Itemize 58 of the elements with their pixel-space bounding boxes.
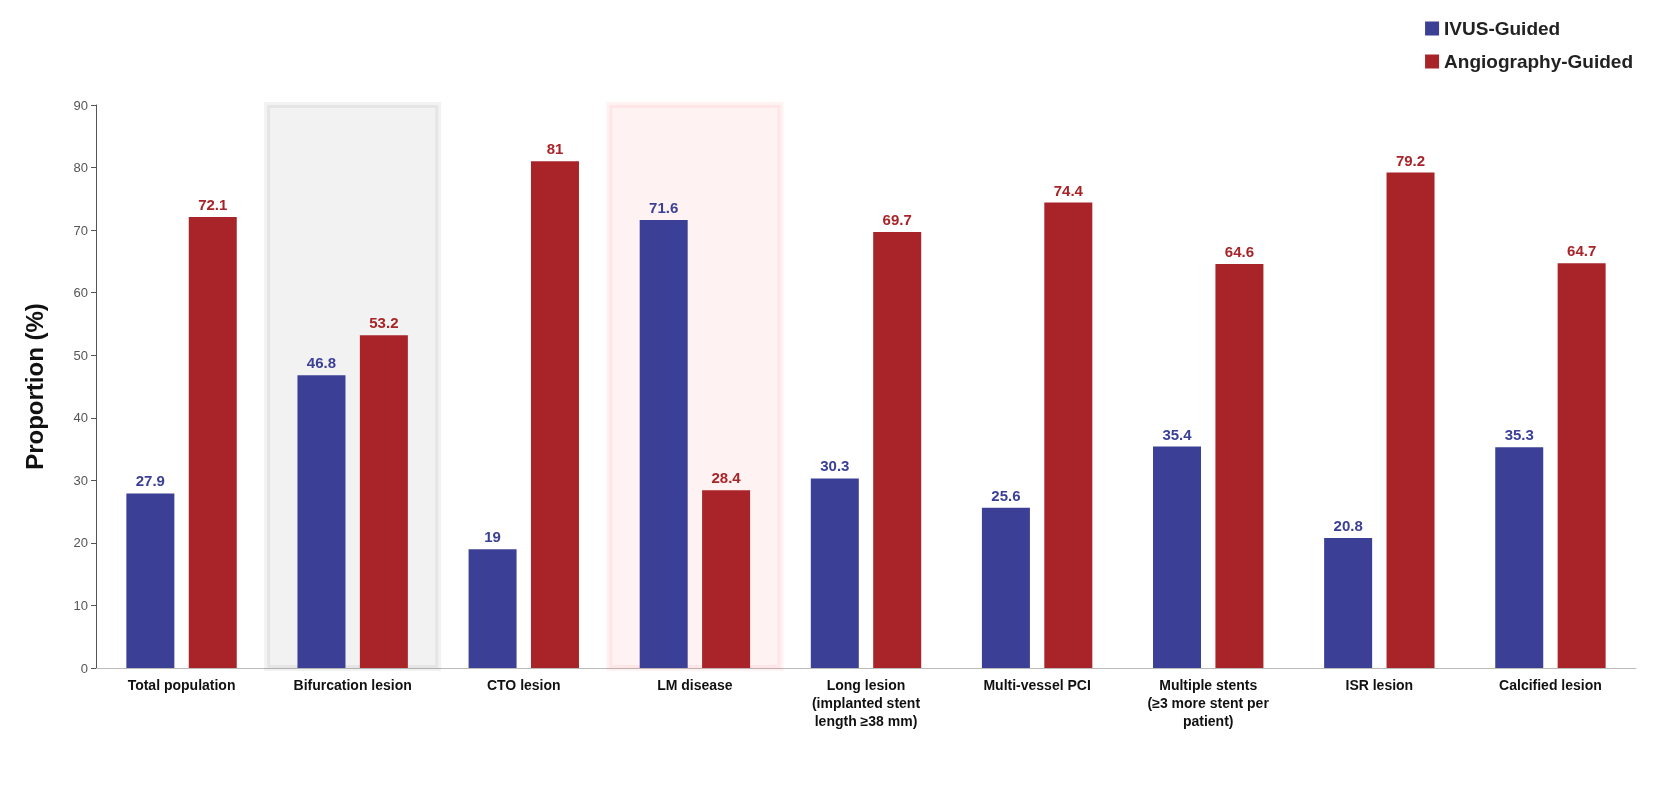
data-label: 25.6 (991, 486, 1021, 504)
data-label: 81 (546, 140, 564, 158)
data-label: 72.1 (198, 195, 228, 213)
bar (530, 161, 579, 668)
y-tick-label: 60 (73, 285, 88, 301)
x-tick-label: CTO lesion (486, 677, 561, 693)
data-label: 53.2 (369, 314, 399, 332)
x-tick-label: Bifurcation lesion (293, 677, 412, 693)
bar (810, 478, 859, 668)
data-label: 35.3 (1504, 426, 1534, 444)
y-tick-label: 20 (73, 535, 88, 551)
data-label: 27.9 (135, 472, 165, 490)
data-label: 64.6 (1224, 242, 1255, 260)
legend-label: IVUS-Guided (1444, 18, 1561, 39)
y-tick-label: 70 (73, 222, 88, 238)
y-tick-label: 90 (73, 97, 88, 113)
bar (1153, 446, 1202, 668)
y-tick-label: 0 (80, 660, 88, 676)
data-label: 69.7 (882, 210, 912, 228)
data-label: 79.2 (1395, 151, 1426, 169)
y-axis-title: Proportion (%) (20, 303, 48, 470)
data-label: 19 (484, 528, 501, 546)
bar (873, 231, 922, 668)
x-tick-label: Calcified lesion (1499, 677, 1602, 693)
x-tick-label: Multi-vessel PCI (983, 677, 1091, 693)
data-label: 35.4 (1162, 425, 1193, 443)
x-tick-label: Multiple stents (≥3 more stent per patient) (1147, 677, 1270, 729)
x-tick-label: Total population (127, 677, 236, 693)
y-tick-label: 40 (73, 410, 88, 426)
y-tick-label: 50 (73, 347, 88, 363)
bar (1215, 263, 1264, 668)
y-tick-label: 10 (73, 597, 88, 613)
bar (1044, 202, 1093, 668)
data-label: 64.7 (1567, 242, 1597, 260)
bar (702, 490, 751, 668)
y-tick-label: 80 (73, 160, 88, 176)
bar (297, 375, 346, 668)
x-tick-label: LM disease (657, 677, 733, 693)
bar (468, 549, 517, 668)
data-label: 74.4 (1053, 181, 1084, 199)
data-label: 71.6 (649, 199, 679, 217)
data-label: 20.8 (1333, 516, 1363, 534)
y-tick-label: 30 (73, 472, 88, 488)
bar (359, 335, 408, 668)
data-label: 28.4 (711, 469, 742, 487)
bar (981, 507, 1030, 668)
x-tick-label: Long lesion (implanted stent length ≥38 mm) (811, 677, 921, 729)
bar (1386, 172, 1435, 668)
data-label: 46.8 (306, 354, 337, 372)
bar (188, 216, 237, 668)
bar (126, 493, 175, 668)
x-tick-label: ISR lesion (1345, 677, 1414, 693)
bar (639, 220, 688, 668)
legend-label: Angiography-Guided (1444, 51, 1633, 72)
bar (1324, 537, 1373, 668)
bar (1495, 447, 1544, 668)
bar (1557, 263, 1606, 668)
data-label: 30.3 (820, 457, 850, 475)
